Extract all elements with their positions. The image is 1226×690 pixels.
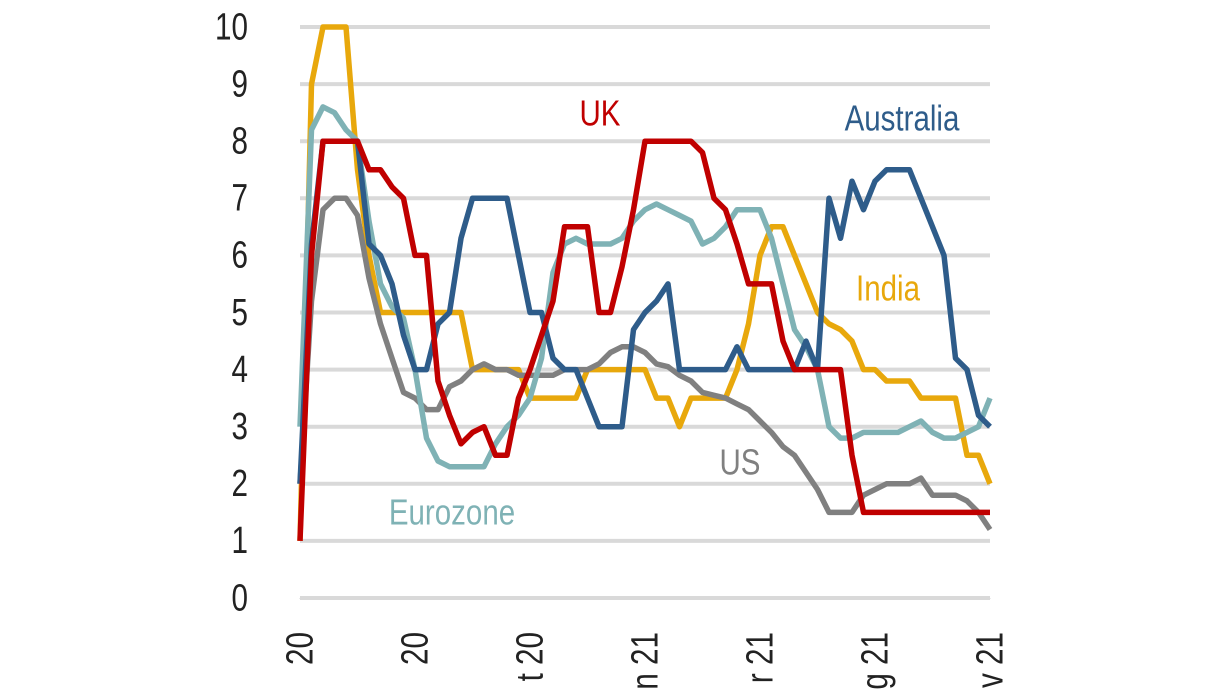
y-tick-label: 2: [232, 463, 248, 505]
x-tick-label: n 21: [624, 632, 666, 690]
series-line: [297, 195, 993, 532]
x-tick-label: r 21: [739, 632, 781, 683]
series-line: [297, 138, 990, 542]
y-tick-label: 8: [232, 120, 248, 162]
y-tick-label: 3: [232, 406, 248, 448]
y-tick-label: 7: [232, 177, 248, 219]
y-tick-label: 0: [232, 577, 248, 619]
series-line: [297, 24, 993, 541]
x-tick-label: t 20: [509, 632, 551, 681]
x-tick-label: v 21: [969, 632, 1011, 688]
series-label: Eurozone: [389, 492, 515, 532]
series-label: US: [720, 442, 761, 482]
y-tick-label: 10: [215, 6, 248, 48]
y-tick-label: 4: [232, 348, 248, 390]
series-label: Australia: [845, 98, 960, 138]
y-tick-label: 6: [232, 234, 248, 276]
x-tick-label: 20: [394, 632, 436, 665]
y-tick-label: 9: [232, 63, 248, 105]
y-tick-label: 1: [232, 520, 248, 562]
series-line: [297, 138, 992, 484]
series-label: India: [856, 268, 921, 308]
x-tick-label: g 21: [854, 632, 896, 690]
x-tick-label: 20: [279, 632, 321, 665]
series-label: UK: [580, 93, 621, 133]
y-tick-label: 5: [232, 291, 248, 333]
